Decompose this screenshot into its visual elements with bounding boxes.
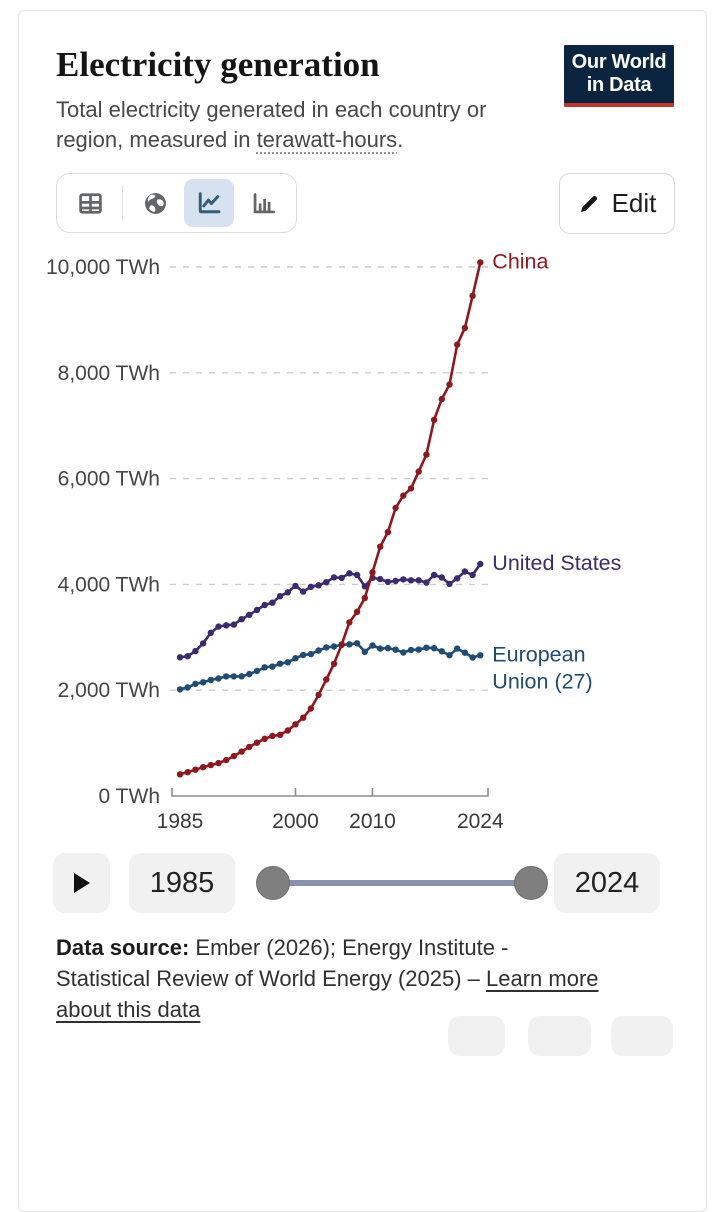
page-title: Electricity generation xyxy=(56,45,380,84)
owid-logo: Our World in Data xyxy=(564,45,674,107)
subtitle-line1: Total electricity generated in each coun… xyxy=(56,97,487,122)
owid-logo-line1: Our World xyxy=(571,51,667,73)
action-button-partial-3[interactable] xyxy=(611,1016,673,1056)
chart-card: Electricity generation Total electricity… xyxy=(18,10,707,1212)
timeline-slider-track[interactable] xyxy=(283,880,539,886)
chart-subtitle: Total electricity generated in each coun… xyxy=(56,95,546,155)
table-view-button[interactable] xyxy=(65,179,115,227)
edit-button-label: Edit xyxy=(611,188,657,218)
table-icon xyxy=(78,192,102,214)
globe-icon xyxy=(144,192,166,214)
play-button[interactable] xyxy=(53,853,110,913)
timeline-start-year-button[interactable]: 1985 xyxy=(129,853,235,913)
line-chart-icon xyxy=(198,192,221,214)
subtitle-line2-prefix: region, measured in xyxy=(56,127,257,152)
learn-more-link-line2[interactable]: about this data xyxy=(56,997,201,1022)
owid-logo-line2: in Data xyxy=(586,74,652,96)
timeline-start-handle[interactable] xyxy=(256,866,290,900)
play-icon xyxy=(73,873,90,893)
timeline-end-year-button[interactable]: 2024 xyxy=(554,853,660,913)
line-chart-view-button[interactable] xyxy=(184,179,234,227)
edit-button[interactable]: Edit xyxy=(559,173,675,234)
terawatt-hours-term-link[interactable]: terawatt-hours xyxy=(256,127,398,152)
data-source-label: Data source: xyxy=(56,935,190,960)
bar-chart-icon xyxy=(253,192,275,213)
toolbar-divider xyxy=(122,186,123,220)
data-source-text-line2: Statistical Review of World Energy (2025… xyxy=(56,966,486,991)
learn-more-link[interactable]: Learn more xyxy=(486,966,599,991)
action-button-partial-1[interactable] xyxy=(448,1016,505,1056)
map-view-button[interactable] xyxy=(130,179,180,227)
subtitle-suffix: . xyxy=(397,127,404,152)
pencil-icon xyxy=(580,195,597,213)
chart-type-toolbar xyxy=(56,173,297,233)
bar-chart-view-button[interactable] xyxy=(238,179,288,227)
data-source-text-line1: Ember (2026); Energy Institute - xyxy=(189,935,509,960)
timeline-end-handle[interactable] xyxy=(514,866,548,900)
data-source-note: Data source: Ember (2026); Energy Instit… xyxy=(56,932,676,1025)
action-button-partial-2[interactable] xyxy=(528,1016,591,1056)
